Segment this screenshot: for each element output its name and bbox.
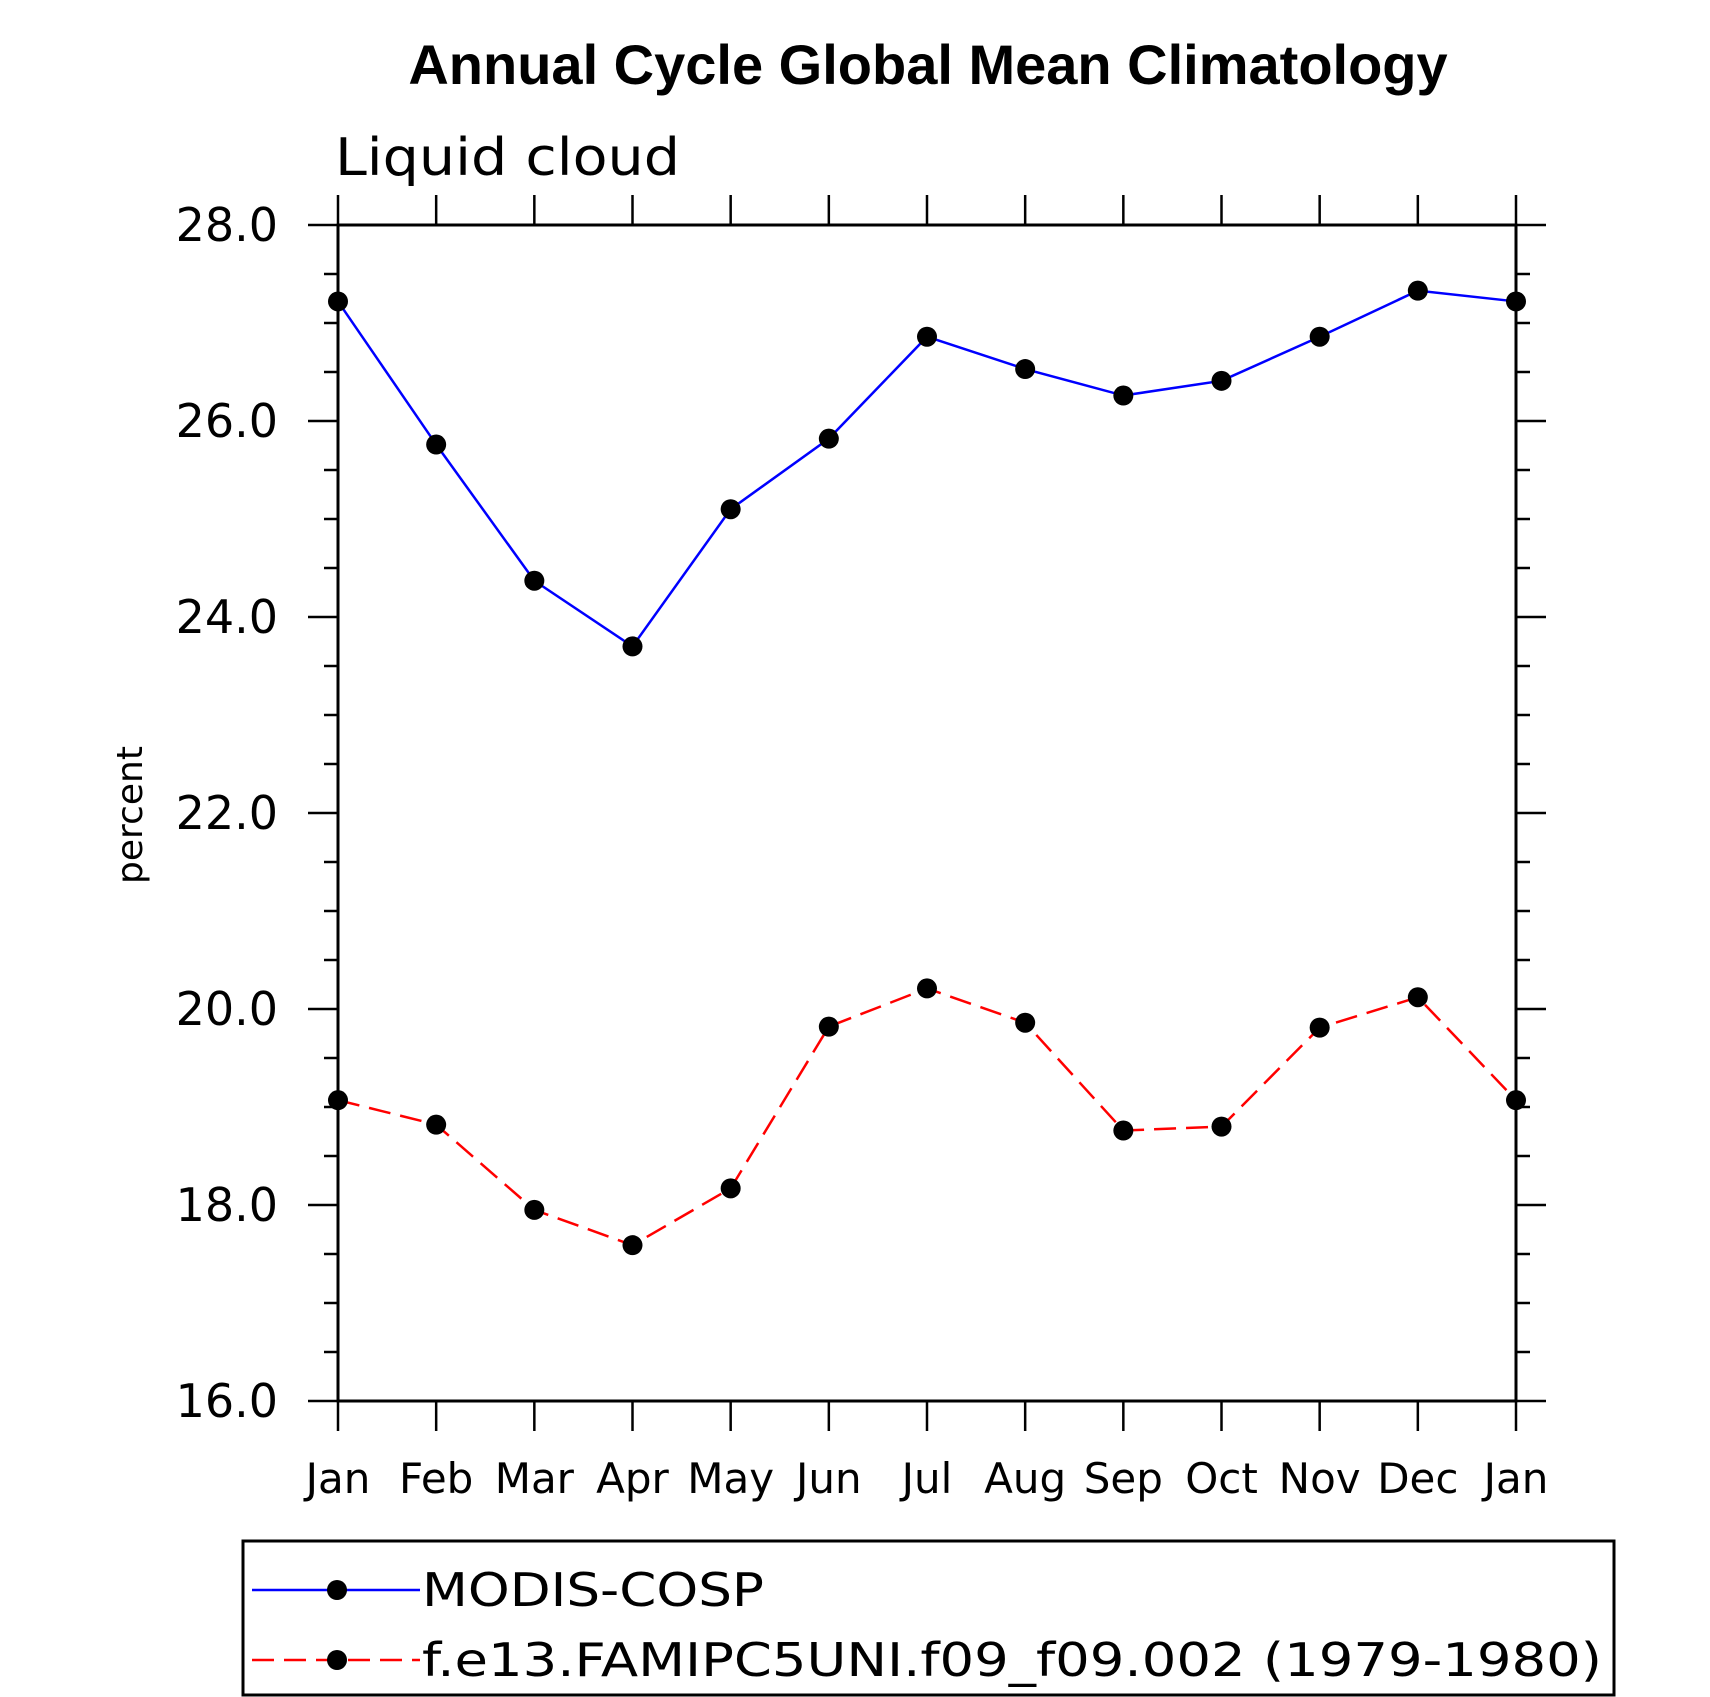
plot-area [328, 280, 1526, 1256]
data-point-0 [1113, 385, 1134, 406]
y-tick-label: 16.0 [176, 1374, 278, 1428]
data-point-1 [1407, 987, 1428, 1008]
x-tick-label: May [687, 1454, 774, 1503]
data-point-0 [720, 499, 741, 520]
data-point-0 [1211, 370, 1232, 391]
y-tick-label: 22.0 [176, 786, 278, 840]
legend-label-0: MODIS-COSP [422, 1563, 764, 1617]
y-tick-label: 26.0 [176, 394, 278, 448]
x-tick-label: Jun [793, 1454, 862, 1503]
data-point-0 [818, 428, 839, 449]
data-point-1 [917, 978, 937, 999]
y-tick-label: 20.0 [176, 982, 278, 1036]
data-point-1 [1015, 1012, 1036, 1033]
data-point-0 [1309, 326, 1330, 347]
legend-label-1: f.e13.FAMIPC5UNI.f09_f09.002 (1979-1980) [422, 1633, 1602, 1687]
x-tick-label: Aug [984, 1454, 1066, 1503]
x-tick-label: Mar [495, 1454, 575, 1503]
legend-box [241, 1539, 1616, 1697]
x-tick-label: Apr [596, 1454, 669, 1503]
legend: MODIS-COSP f.e13.FAMIPC5UNI.f09_f09.002 (… [252, 1563, 1602, 1687]
y-tick-label: 18.0 [176, 1178, 278, 1232]
x-tick-label: Dec [1377, 1454, 1458, 1503]
series-line-1 [337, 987, 1517, 1247]
data-point-1 [426, 1114, 447, 1135]
x-tick-label: Jul [899, 1454, 953, 1503]
axis-ticks: 16.0 18.0 20.0 22.0 24.0 26.0 28.0 Jan Feb Mar Apr… [176, 195, 1549, 1503]
x-tick-label: Jan [303, 1454, 371, 1503]
y-tick-label: 28.0 [176, 198, 278, 252]
data-point-1 [524, 1199, 545, 1220]
data-point-1 [622, 1235, 643, 1256]
data-point-0 [1407, 280, 1428, 301]
x-tick-label: Sep [1084, 1454, 1163, 1503]
y-axis-label: percent [110, 746, 151, 884]
data-point-0 [524, 570, 545, 591]
x-tick-label: Jan [1481, 1454, 1549, 1503]
data-point-1 [1309, 1017, 1330, 1038]
data-point-1 [720, 1178, 741, 1199]
chart-title: Annual Cycle Global Mean Climatology [408, 33, 1447, 96]
data-point-1 [818, 1016, 839, 1037]
legend-marker-1 [327, 1650, 347, 1670]
data-point-0 [1015, 359, 1036, 380]
data-point-1 [1211, 1116, 1232, 1137]
data-point-0 [426, 434, 447, 455]
x-tick-label: Feb [399, 1454, 473, 1503]
data-point-0 [622, 636, 643, 657]
y-tick-label: 24.0 [176, 590, 278, 644]
x-tick-label: Nov [1279, 1454, 1361, 1503]
legend-marker-0 [327, 1580, 347, 1600]
chart-subtitle: Liquid cloud [335, 128, 680, 188]
data-point-1 [1113, 1120, 1134, 1141]
data-point-0 [917, 326, 937, 347]
plot-frame [336, 223, 1518, 1403]
x-tick-label: Oct [1185, 1454, 1258, 1503]
